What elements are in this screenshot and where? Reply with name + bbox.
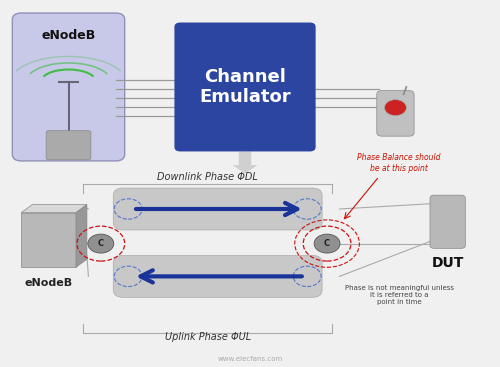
Text: eNodeB: eNodeB — [24, 278, 72, 288]
Text: C: C — [324, 239, 330, 248]
Circle shape — [314, 234, 340, 253]
Text: C: C — [98, 239, 104, 248]
FancyBboxPatch shape — [46, 131, 91, 160]
Text: DUT: DUT — [432, 256, 464, 270]
FancyBboxPatch shape — [377, 91, 414, 136]
FancyBboxPatch shape — [12, 13, 124, 161]
Text: www.elecfans.com: www.elecfans.com — [218, 356, 282, 362]
FancyBboxPatch shape — [174, 22, 316, 152]
Circle shape — [88, 234, 114, 253]
Circle shape — [384, 99, 406, 116]
Text: Phase is not meaningful unless
it is referred to a
point in time: Phase is not meaningful unless it is ref… — [344, 286, 454, 305]
FancyBboxPatch shape — [114, 188, 322, 230]
Polygon shape — [22, 205, 87, 212]
Text: Channel
Emulator: Channel Emulator — [199, 68, 291, 106]
FancyBboxPatch shape — [430, 195, 466, 248]
Text: Uplink Phase ΦUL: Uplink Phase ΦUL — [164, 332, 251, 342]
Text: Phase Balance should
be at this point: Phase Balance should be at this point — [358, 153, 441, 172]
Text: eNodeB: eNodeB — [42, 29, 96, 42]
Polygon shape — [76, 205, 87, 267]
FancyBboxPatch shape — [114, 255, 322, 297]
Polygon shape — [22, 212, 76, 267]
Text: Downlink Phase ΦDL: Downlink Phase ΦDL — [158, 172, 258, 182]
